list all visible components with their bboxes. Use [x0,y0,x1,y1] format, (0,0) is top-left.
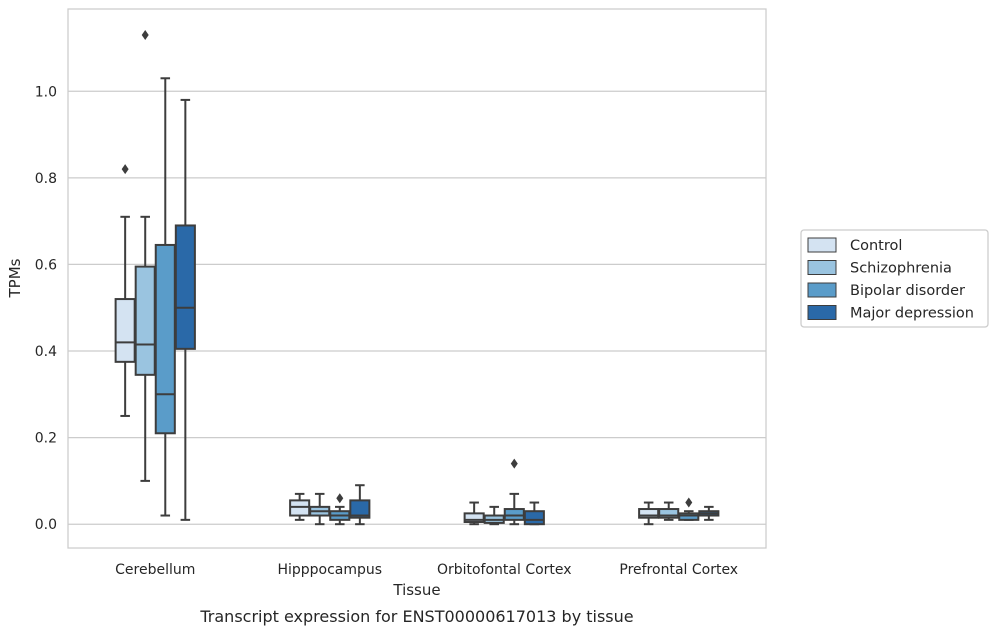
box-iqr [349,499,371,519]
box-major-depression [349,484,371,526]
outlier-point [685,497,693,508]
x-tick-label: Orbitofontal Cortex [437,562,572,578]
box-control [114,164,136,417]
box-major-depression [174,98,196,521]
legend-label: Bipolar disorder [850,283,965,299]
box-iqr [289,499,311,517]
box-schizophrenia [483,505,505,526]
box-bipolar-disorder [503,458,525,526]
box-control [638,501,660,526]
box-iqr [678,512,700,521]
box-schizophrenia [134,29,156,482]
legend: Control Schizophrenia Bipolar disorder Majo… [800,229,989,328]
plot-frame [67,8,767,549]
box-iqr [638,508,660,519]
y-tick-label: 0.4 [35,344,57,360]
x-tick-label: Hipppocampus [277,562,382,578]
x-tick-label: Prefrontal Cortex [619,562,738,578]
legend-swatch [807,237,837,253]
box-iqr [523,510,545,526]
box-bipolar-disorder [154,77,176,517]
box-iqr [463,512,485,524]
legend-swatch [807,282,837,298]
legend-label: Schizophrenia [850,261,952,277]
legend-swatch [807,260,837,275]
chart-caption: Transcript expression for ENST0000061701… [199,607,633,626]
box-control [289,492,311,521]
y-tick-label: 0.2 [35,431,57,447]
box-major-depression [523,501,545,526]
box-iqr [503,508,525,521]
x-axis-label: Tissue [392,581,440,599]
box-schizophrenia [309,492,331,526]
x-tick-label: Cerebellum [115,562,195,578]
box-bipolar-disorder [678,497,700,521]
y-axis-label: TPMs [6,258,24,298]
box-iqr [658,508,680,519]
x-tick-labels: Cerebellum Hipppocampus Orbitofontal Corte… [115,562,738,578]
y-tick-label: 0.6 [35,257,57,273]
box-schizophrenia [658,501,680,521]
box-iqr [174,224,196,350]
legend-label: Control [850,238,902,254]
legend-label: Major depression [850,306,974,322]
outlier-point [336,493,344,504]
box-iqr [114,298,136,363]
outlier-point [121,164,129,175]
y-tick-labels: 0.0 0.2 0.4 0.6 0.8 1.0 [35,84,57,533]
box-control [463,501,485,526]
box-major-depression [698,505,720,521]
box-iqr [134,265,156,376]
y-tick-label: 0.8 [35,171,57,187]
y-tick-label: 0.0 [35,517,57,533]
legend-frame [800,229,989,328]
box-groups [114,29,720,526]
y-tick-label: 1.0 [35,84,57,100]
outlier-point [510,458,518,469]
box-iqr [154,243,176,435]
legend-swatch [807,305,837,320]
outlier-point [141,29,149,40]
box-bipolar-disorder [329,493,351,526]
